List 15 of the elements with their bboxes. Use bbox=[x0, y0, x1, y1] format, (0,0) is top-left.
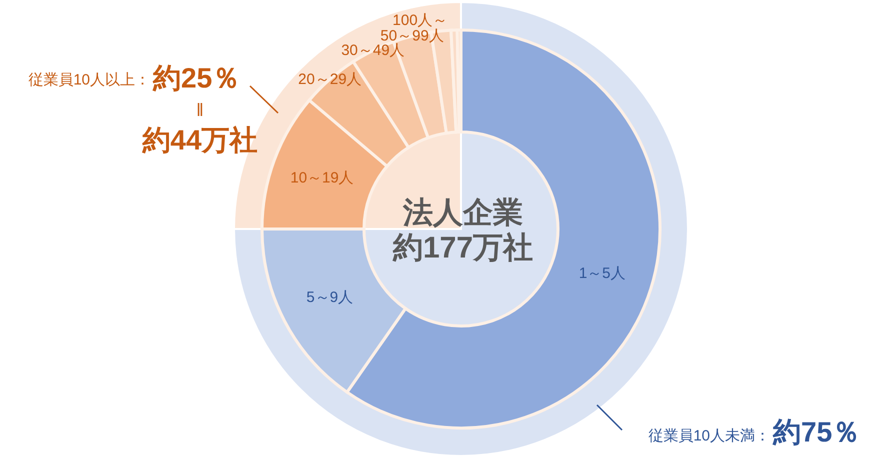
slice-label: 30～49人 bbox=[341, 42, 405, 60]
slice-label: 10～19人 bbox=[290, 169, 354, 186]
text: 約25％ bbox=[152, 62, 240, 94]
text: 法人企業 bbox=[402, 196, 523, 230]
text: 約44万社 bbox=[141, 124, 258, 156]
text: 約177万社 bbox=[392, 232, 534, 264]
slice-label: 100人～ bbox=[392, 12, 448, 29]
text: ‖ bbox=[196, 100, 204, 120]
text: 約75％ bbox=[772, 416, 860, 448]
text: 従業員10人未満： bbox=[648, 428, 770, 444]
slice-label: 20～29人 bbox=[298, 70, 362, 88]
text: 従業員10人以上： bbox=[28, 72, 150, 88]
slice-label: 5～9人 bbox=[306, 288, 354, 306]
slice-label: 50～99人 bbox=[380, 28, 444, 45]
slice-label: 1～5人 bbox=[578, 264, 626, 282]
